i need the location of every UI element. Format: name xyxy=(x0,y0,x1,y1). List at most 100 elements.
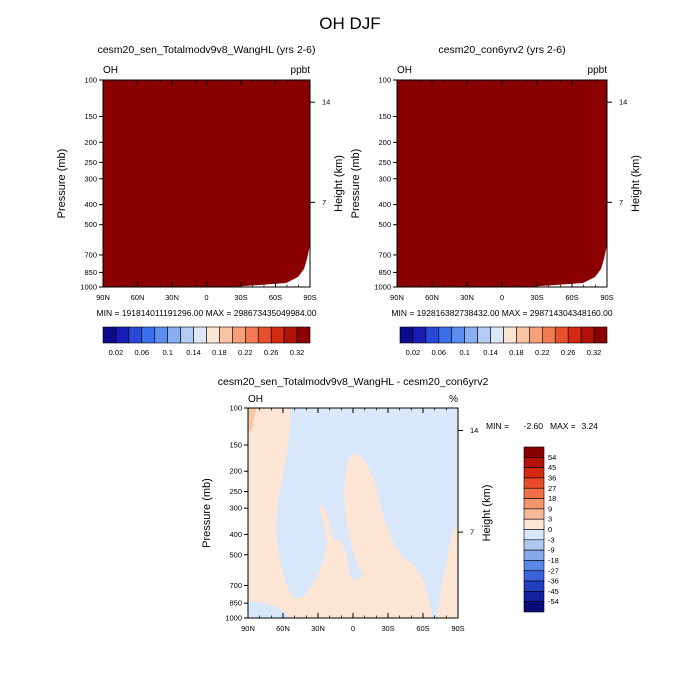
colorbar-box xyxy=(523,477,545,489)
x-tick-label: 60N xyxy=(425,293,439,302)
x-tick-label: 30S xyxy=(530,293,543,302)
right-tick-label: 7 xyxy=(470,528,474,537)
difference-positive-region xyxy=(248,408,257,434)
colorbar-label: 0.32 xyxy=(587,348,602,357)
colorbar-box xyxy=(477,326,491,344)
y-tick-label: 150 xyxy=(378,112,391,121)
x-tick-label: 0 xyxy=(351,624,355,633)
colorbar-box xyxy=(523,457,545,468)
colorbar-box xyxy=(523,539,545,551)
x-tick-label: 90S xyxy=(600,293,613,302)
colorbar-label: 0.14 xyxy=(186,348,201,357)
panel-title: cesm20_sen_Totalmodv9v8_WangHL - cesm20_… xyxy=(218,376,489,388)
colorbar-box xyxy=(593,326,608,344)
units-label: ppbt xyxy=(291,65,311,76)
colorbar-box xyxy=(523,529,545,541)
colorbar-label: 0.14 xyxy=(483,348,498,357)
colorbar-label: 45 xyxy=(548,463,556,472)
x-tick-label: 60S xyxy=(565,293,578,302)
x-tick-label: 60N xyxy=(131,293,145,302)
colorbar-box xyxy=(232,326,246,344)
colorbar-box xyxy=(490,326,504,344)
page-title: OH DJF xyxy=(319,14,380,33)
y-axis-title: Pressure (mb) xyxy=(350,149,362,219)
y-tick-label: 150 xyxy=(84,112,97,121)
x-tick-label: 90N xyxy=(96,293,110,302)
panel-control-oh: cesm20_con6yrv2 (yrs 2-6) OH ppbt 90N 60N 30N… xyxy=(350,44,642,357)
y-tick-label: 100 xyxy=(229,404,242,413)
colorbar-box xyxy=(180,326,194,344)
right-tick-label: 7 xyxy=(619,198,623,207)
difference-positive-region xyxy=(248,408,433,618)
y-tick-label: 300 xyxy=(378,174,391,183)
colorbar-box xyxy=(567,326,582,344)
colorbar-box xyxy=(523,446,545,458)
colorbar-box xyxy=(270,326,285,344)
y-tick-label: 300 xyxy=(84,174,97,183)
min-max-text: MIN = 191814011191296.00 MAX = 298673435… xyxy=(97,308,317,318)
colorbar-box xyxy=(523,487,545,499)
colorbar-label: 36 xyxy=(548,473,556,482)
missing-data-region xyxy=(527,245,607,287)
colorbar-box xyxy=(523,467,545,479)
colorbar-box xyxy=(523,601,545,613)
colorbar-box xyxy=(523,508,545,520)
missing-data-region xyxy=(231,245,310,287)
colorbar-label: 0.32 xyxy=(290,348,305,357)
right-tick-label: 14 xyxy=(470,426,478,435)
colorbar-box xyxy=(523,549,545,561)
colorbar-label: -45 xyxy=(548,587,559,596)
right-tick-label: 14 xyxy=(322,98,330,107)
y-tick-label: 200 xyxy=(229,467,242,476)
units-label: % xyxy=(449,394,458,405)
colorbar-label: 0.22 xyxy=(535,348,550,357)
min-value: -2.60 xyxy=(524,421,544,431)
colorbar-box xyxy=(412,326,427,344)
colorbar-box xyxy=(529,326,543,344)
right-axis-title: Height (km) xyxy=(630,155,642,212)
y-tick-label: 500 xyxy=(84,220,97,229)
y-tick-label: 300 xyxy=(229,504,242,513)
max-label: MAX = xyxy=(550,421,576,431)
y-tick-label: 700 xyxy=(229,581,242,590)
y-tick-label: 200 xyxy=(378,138,391,147)
colorbar-box xyxy=(257,326,272,344)
colorbar-label: -3 xyxy=(548,535,555,544)
colorbar-label: 9 xyxy=(548,504,552,513)
colorbar-box xyxy=(523,580,545,592)
colorbar-label: 0.02 xyxy=(109,348,124,357)
colorbar-label: -36 xyxy=(548,577,559,586)
colorbar-box xyxy=(438,326,453,344)
y-tick-label: 1000 xyxy=(225,614,242,623)
colorbar-box xyxy=(523,591,545,602)
x-tick-label: 0 xyxy=(204,293,208,302)
right-tick-label: 14 xyxy=(619,98,627,107)
colorbar-label: -18 xyxy=(548,556,559,565)
colorbar-box xyxy=(128,326,143,344)
colorbar-box xyxy=(115,326,130,344)
panel-title: cesm20_sen_Totalmodv9v8_WangHL (yrs 2-6) xyxy=(97,44,315,56)
y-tick-label: 1000 xyxy=(374,283,391,292)
x-tick-label: 60S xyxy=(416,624,429,633)
y-tick-label: 400 xyxy=(84,200,97,209)
min-label: MIN = xyxy=(486,421,509,431)
colorbar-box xyxy=(245,326,259,344)
units-label: ppbt xyxy=(588,65,608,76)
colorbar-label: 0.1 xyxy=(162,348,172,357)
y-tick-label: 700 xyxy=(84,250,97,259)
colorbar-box xyxy=(523,518,545,530)
colorbar-label: -54 xyxy=(548,597,559,606)
y-tick-label: 850 xyxy=(378,268,391,277)
variable-label: OH xyxy=(103,65,118,76)
colorbar-box xyxy=(503,326,517,344)
y-axis-title: Pressure (mb) xyxy=(56,149,68,219)
y-tick-label: 850 xyxy=(229,599,242,608)
colorbar-box xyxy=(154,326,168,344)
y-tick-label: 100 xyxy=(378,76,391,85)
right-tick-label: 7 xyxy=(322,198,326,207)
colorbar-label: -27 xyxy=(548,566,559,575)
colorbar-box xyxy=(451,326,465,344)
colorbar-box xyxy=(219,326,233,344)
colorbar-box xyxy=(523,570,545,582)
